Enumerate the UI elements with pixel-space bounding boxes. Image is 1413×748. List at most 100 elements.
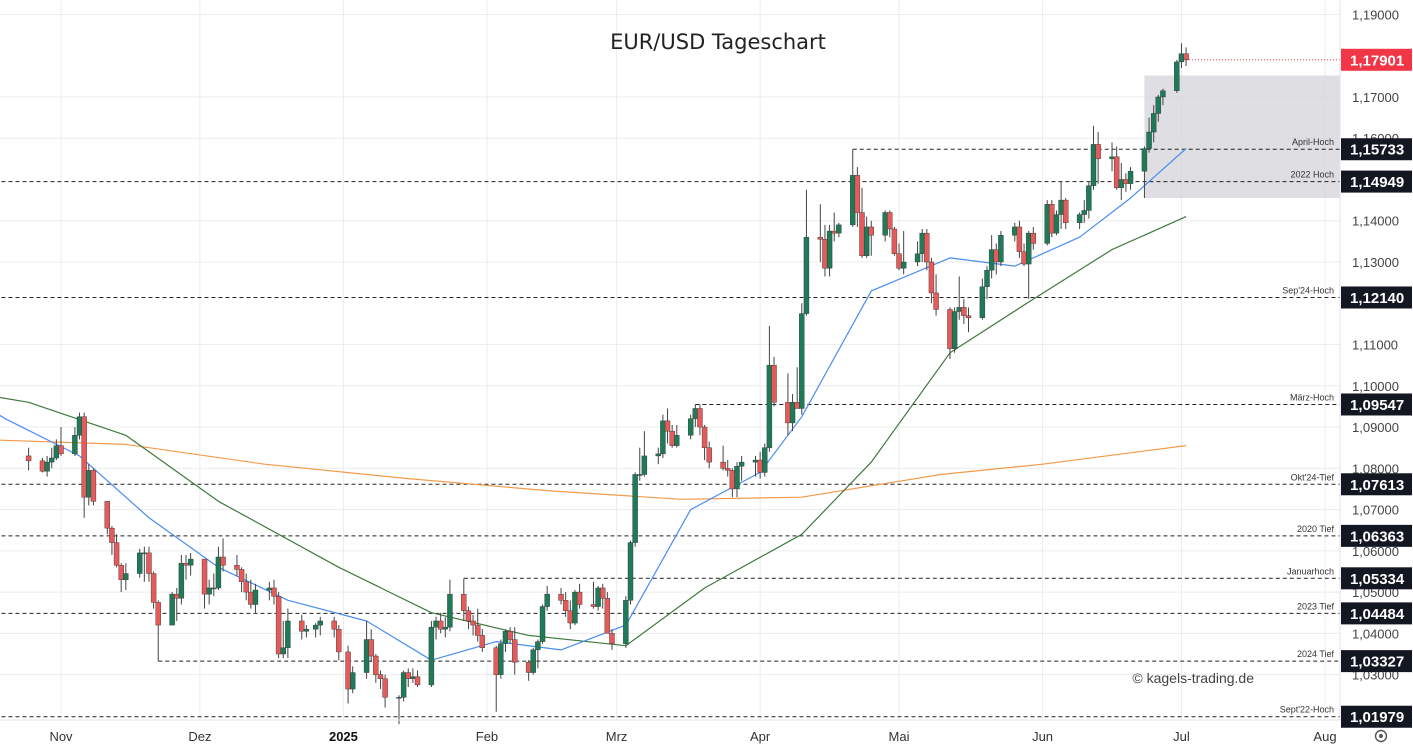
candle xyxy=(632,472,638,547)
level-label-bg xyxy=(1341,524,1412,547)
candle xyxy=(331,616,337,638)
price-tick-label: 1,06000 xyxy=(1352,544,1399,559)
candle-body xyxy=(692,408,699,419)
candle-body xyxy=(349,672,356,690)
price-tick-label: 1,11000 xyxy=(1352,338,1398,353)
candle xyxy=(567,600,574,630)
candle-body xyxy=(104,501,111,529)
level-label-bg xyxy=(1341,138,1412,161)
candle-body xyxy=(1178,53,1185,63)
candle xyxy=(535,639,541,669)
time-tick-label: Dez xyxy=(188,729,211,744)
candle-body xyxy=(169,593,175,626)
level-name: 2020 Tief xyxy=(1297,524,1335,534)
candle-body xyxy=(428,626,435,686)
candle-body xyxy=(1183,53,1189,61)
level-label-bg xyxy=(1341,170,1412,193)
candle-body xyxy=(1053,214,1060,234)
candle-body xyxy=(345,651,351,690)
candle-body xyxy=(609,633,615,644)
candle-body xyxy=(183,563,189,566)
candle-body xyxy=(664,420,671,432)
grid xyxy=(0,0,1340,720)
moving-average-blue xyxy=(0,148,1187,661)
candle xyxy=(345,645,351,704)
candle xyxy=(336,625,342,661)
candle xyxy=(655,447,661,465)
candle-body xyxy=(863,226,870,257)
candle xyxy=(502,629,509,652)
candle-body xyxy=(1012,226,1018,236)
level-price-label: 1,15733 xyxy=(1350,142,1404,159)
candle xyxy=(799,303,805,415)
candle-body xyxy=(150,573,157,603)
candle xyxy=(123,563,129,591)
candle-body xyxy=(627,542,634,601)
candle xyxy=(993,243,999,275)
candle xyxy=(539,604,546,644)
candle-body xyxy=(72,435,78,455)
moving-average-green xyxy=(0,216,1187,647)
candle xyxy=(863,216,870,258)
candle xyxy=(49,447,55,469)
candle-body xyxy=(660,420,666,455)
candle-body xyxy=(562,600,569,611)
candle-body xyxy=(738,461,745,467)
candle xyxy=(349,666,356,694)
level-label-bg xyxy=(1341,286,1412,309)
candle-body xyxy=(470,620,476,626)
candle-body xyxy=(336,629,342,653)
candle-body xyxy=(757,459,763,473)
candle-body xyxy=(1113,156,1120,188)
candle xyxy=(433,616,439,640)
candle xyxy=(25,447,32,471)
level-price-label: 1,12140 xyxy=(1350,290,1404,307)
candle xyxy=(803,189,810,316)
candle xyxy=(1012,222,1018,242)
candle xyxy=(868,220,874,256)
candle xyxy=(1178,43,1185,69)
candle-body xyxy=(544,593,550,607)
candle xyxy=(641,431,648,477)
level-price-label: 1,03327 xyxy=(1350,654,1404,671)
candle-body xyxy=(414,676,421,686)
time-tick-label: Nov xyxy=(49,729,73,744)
candle xyxy=(706,441,712,469)
candle xyxy=(396,695,402,725)
candle-body xyxy=(447,593,453,628)
candle xyxy=(1109,142,1115,172)
candle xyxy=(697,404,703,436)
candle-body xyxy=(507,631,513,640)
candle xyxy=(312,623,319,638)
candle xyxy=(1049,200,1055,238)
settings-icon[interactable] xyxy=(1374,729,1388,743)
candle xyxy=(475,608,481,642)
candle-body xyxy=(178,563,185,599)
candle-body xyxy=(113,542,120,566)
candle xyxy=(442,616,448,638)
candle-body xyxy=(280,647,286,655)
candle-body xyxy=(771,364,777,403)
candle xyxy=(428,620,435,687)
candle xyxy=(81,412,87,518)
candle-body xyxy=(697,408,703,428)
time-axis[interactable]: Nov Dez 2025 Feb Mrz Apr Mai Jun Jul Aug xyxy=(49,729,1336,744)
candle-body xyxy=(493,647,499,675)
candle xyxy=(1053,210,1060,236)
candle-body xyxy=(590,604,597,607)
candle-body xyxy=(687,418,694,436)
candle-body xyxy=(400,672,407,698)
candle xyxy=(771,356,777,407)
candle-body xyxy=(1058,199,1064,215)
candle-body xyxy=(669,430,675,446)
candle xyxy=(479,629,486,652)
candle-body xyxy=(141,552,148,555)
time-tick-label: Apr xyxy=(750,729,771,744)
candle-body xyxy=(965,315,972,318)
candle xyxy=(1081,200,1087,223)
candle-body xyxy=(475,624,481,636)
level-label-bg xyxy=(1341,473,1412,496)
candle xyxy=(437,612,444,634)
level-name: April-Hoch xyxy=(1292,137,1334,147)
